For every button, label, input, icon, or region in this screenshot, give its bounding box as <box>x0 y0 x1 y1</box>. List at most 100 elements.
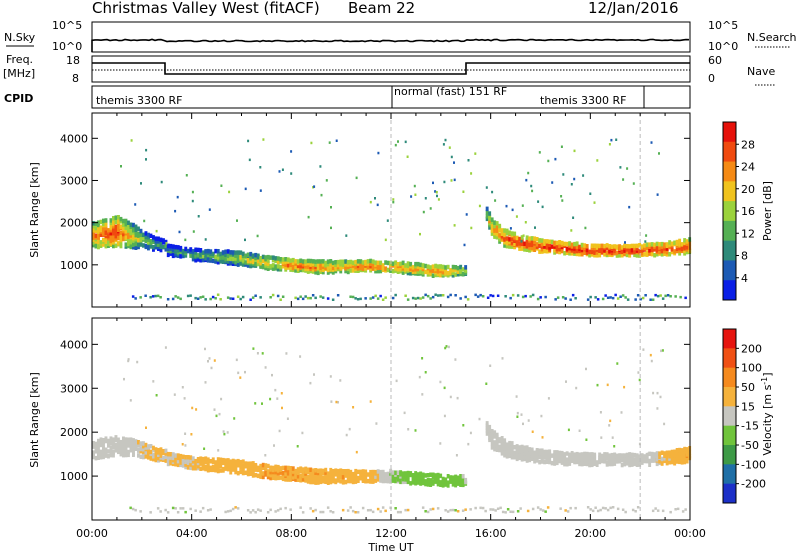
heatmap-cell <box>439 294 442 297</box>
heatmap-cell <box>485 431 489 436</box>
heatmap-cell <box>204 456 208 461</box>
heatmap-cell <box>248 158 251 162</box>
heatmap-cell <box>488 428 492 433</box>
heatmap-cell <box>505 447 509 452</box>
heatmap-cell <box>431 295 435 299</box>
heatmap-cell <box>117 437 120 442</box>
heatmap-cell <box>176 253 180 258</box>
heatmap-cell <box>625 244 629 249</box>
heatmap-cell <box>553 244 557 249</box>
heatmap-cell <box>256 465 260 471</box>
heatmap-cell <box>640 244 644 249</box>
heatmap-cell <box>369 472 373 477</box>
heatmap-cell <box>451 479 455 485</box>
heatmap-cell <box>449 475 453 480</box>
heatmap-cell <box>588 249 592 255</box>
heatmap-cell <box>344 268 348 274</box>
colorbar-swatch <box>723 387 736 407</box>
heatmap-cell <box>645 245 649 251</box>
heatmap-cell <box>374 294 377 298</box>
heatmap-cell <box>404 477 408 482</box>
colorbar-tick-label: -50 <box>741 439 759 452</box>
heatmap-cell <box>571 293 575 297</box>
x-tick-label: 20:00 <box>574 527 606 540</box>
heatmap-cell <box>530 245 534 251</box>
heatmap-cell <box>104 436 108 441</box>
heatmap-cell <box>144 450 148 455</box>
heatmap-cell <box>394 478 398 484</box>
heatmap-cell <box>491 294 495 298</box>
heatmap-cell <box>623 461 627 467</box>
heatmap-cell <box>461 482 465 488</box>
heatmap-cell <box>176 455 180 461</box>
heatmap-cell <box>261 263 265 269</box>
heatmap-cell <box>239 297 242 301</box>
heatmap-cell <box>386 471 390 477</box>
heatmap-cell <box>371 479 375 484</box>
heatmap-cell <box>261 258 265 264</box>
heatmap-cell <box>448 146 451 149</box>
heatmap-cell <box>122 236 125 242</box>
heatmap-cell <box>633 452 637 458</box>
heatmap-cell <box>171 457 175 463</box>
heatmap-cell <box>264 265 268 271</box>
heatmap-cell <box>618 453 622 458</box>
heatmap-cell <box>159 510 162 513</box>
heatmap-cell <box>535 242 539 247</box>
heatmap-cell <box>566 510 570 513</box>
heatmap-cell <box>397 140 399 143</box>
heatmap-cell <box>620 453 624 458</box>
heatmap-cell <box>595 250 599 255</box>
heatmap-cell <box>261 465 265 470</box>
heatmap-cell <box>436 271 440 276</box>
heatmap-cell <box>119 224 123 229</box>
heatmap-cell <box>331 265 335 270</box>
y-tick-label: 3000 <box>60 382 88 395</box>
heatmap-cell <box>284 257 288 262</box>
heatmap-cell <box>306 479 310 484</box>
heatmap-cell <box>436 194 438 198</box>
heatmap-cell <box>154 236 158 241</box>
heatmap-cell <box>176 245 180 250</box>
heatmap-cell <box>206 457 210 462</box>
heatmap-cell <box>216 249 220 254</box>
heatmap-cell <box>533 450 537 455</box>
heatmap-cell <box>117 222 120 228</box>
heatmap-cell <box>481 506 485 510</box>
heatmap-cell <box>508 239 512 245</box>
heatmap-cell <box>678 447 682 453</box>
heatmap-cell <box>326 471 330 476</box>
heatmap-cell <box>655 252 659 257</box>
colorbar-tick-label: -15 <box>741 420 759 433</box>
heatmap-cell <box>184 246 188 252</box>
heatmap-cell <box>419 471 423 476</box>
heatmap-cell <box>513 231 517 237</box>
heatmap-cell <box>391 261 395 266</box>
heatmap-cell <box>508 446 512 452</box>
heatmap-cell <box>181 443 184 446</box>
heatmap-cell <box>580 247 584 253</box>
heatmap-cell <box>154 452 158 457</box>
heatmap-cell <box>605 460 609 465</box>
heatmap-cell <box>124 437 128 442</box>
heatmap-cell <box>516 411 519 415</box>
heatmap-cell <box>149 511 152 514</box>
heatmap-cell <box>589 295 592 299</box>
heatmap-cell <box>426 478 430 483</box>
heatmap-cell <box>614 293 617 297</box>
heatmap-cell <box>680 455 684 460</box>
heatmap-cell <box>102 442 105 447</box>
heatmap-cell <box>124 452 128 458</box>
heatmap-cell <box>640 453 644 458</box>
heatmap-cell <box>453 178 456 182</box>
heatmap-cell <box>196 457 200 462</box>
heatmap-cell <box>99 452 103 458</box>
heatmap-cell <box>436 267 440 272</box>
heatmap-cell <box>326 480 330 485</box>
heatmap-cell <box>500 228 504 233</box>
heatmap-cell <box>573 149 576 153</box>
heatmap-cell <box>424 293 427 297</box>
heatmap-cell <box>203 447 206 450</box>
heatmap-cell <box>139 510 142 513</box>
heatmap-cell <box>544 295 547 299</box>
